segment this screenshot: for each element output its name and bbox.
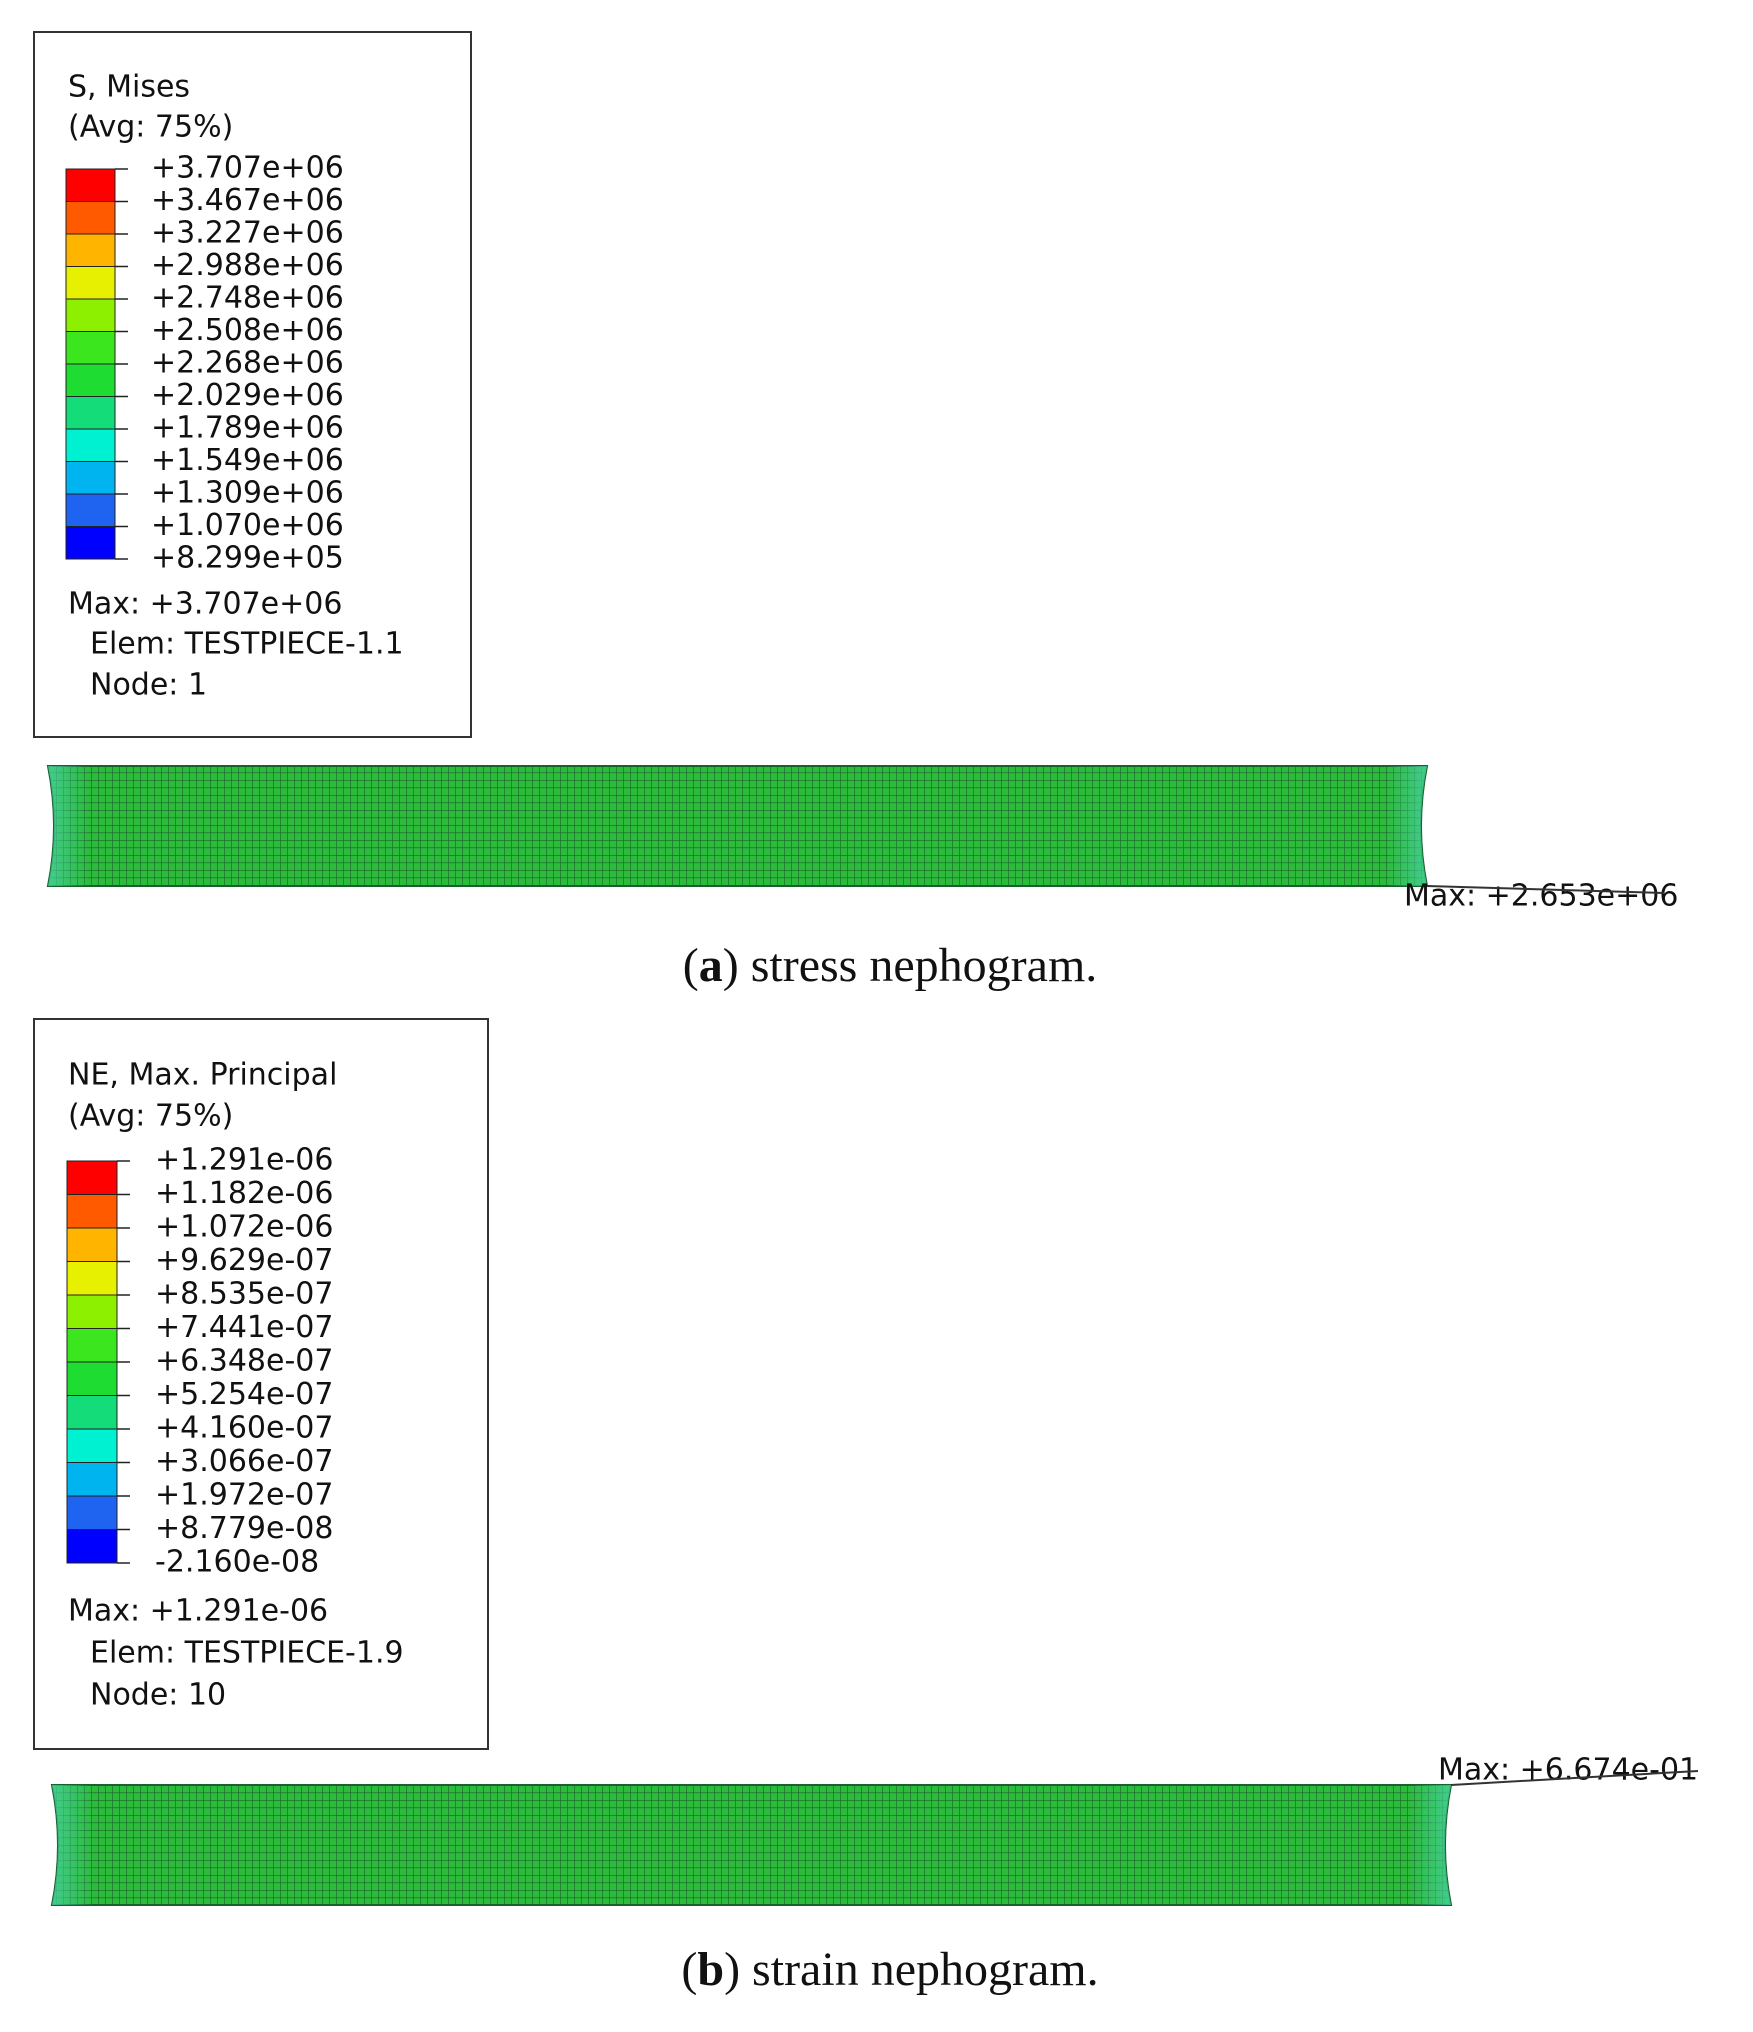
legend-label: -2.160e-08 — [155, 1545, 319, 1580]
legend-swatch — [66, 1395, 118, 1430]
caption-part: ) strain nephogram. — [724, 1943, 1099, 1996]
legend-label: +8.535e-07 — [155, 1277, 333, 1312]
legend-title: NE, Max. Principal — [68, 1058, 337, 1093]
max-value: Max: +3.707e+06 — [68, 587, 342, 622]
legend-label: +2.029e+06 — [151, 378, 344, 413]
legend-label: +3.227e+06 — [151, 216, 344, 251]
legend-label: +1.309e+06 — [151, 476, 344, 511]
legend-label: +1.972e-07 — [155, 1478, 333, 1513]
legend-label: +2.508e+06 — [151, 313, 344, 348]
legend-swatch — [66, 1160, 118, 1195]
legend-swatch — [66, 1294, 118, 1329]
legend-label: +1.291e-06 — [155, 1143, 333, 1178]
caption: (a) stress nephogram. — [683, 939, 1098, 992]
caption-part: ) stress nephogram. — [723, 939, 1098, 992]
caption-part: a — [699, 939, 723, 992]
legend-swatch — [65, 233, 116, 267]
legend-swatch — [65, 201, 116, 235]
legend-label: +3.066e-07 — [155, 1444, 333, 1479]
legend-swatch — [66, 1328, 118, 1363]
legend-swatch — [65, 396, 116, 430]
legend-label: +1.072e-06 — [155, 1210, 333, 1245]
legend-swatch — [66, 1495, 118, 1530]
legend-swatch — [65, 298, 116, 332]
max-node: Node: 10 — [90, 1678, 226, 1713]
legend-label: +3.467e+06 — [151, 183, 344, 218]
legend-label: +2.748e+06 — [151, 281, 344, 316]
caption-part: b — [697, 1943, 724, 1996]
legend-swatch — [66, 1194, 118, 1229]
legend-swatch — [66, 1428, 118, 1463]
legend-label: +1.789e+06 — [151, 411, 344, 446]
caption: (b) strain nephogram. — [681, 1943, 1098, 1996]
caption-part: ( — [683, 939, 699, 992]
legend-swatch — [65, 363, 116, 397]
legend-subtitle: (Avg: 75%) — [68, 1099, 233, 1134]
legend-swatch — [65, 168, 116, 202]
beam-ends — [52, 1785, 1451, 1905]
legend-label: +8.779e-08 — [155, 1511, 333, 1546]
legend-label: +4.160e-07 — [155, 1411, 333, 1446]
legend-swatch — [66, 1462, 118, 1497]
max-annotation: Max: +2.653e+06 — [1404, 879, 1678, 914]
legend-label: +7.441e-07 — [155, 1310, 333, 1345]
panel: NE, Max. Principal(Avg: 75%)+1.291e-06+1… — [33, 1018, 1699, 1996]
legend-swatch — [65, 461, 116, 495]
legend-swatch — [65, 428, 116, 462]
legend-label: +8.299e+05 — [151, 541, 344, 576]
legend-label: +3.707e+06 — [151, 151, 344, 186]
max-annotation: Max: +6.674e-01 — [1438, 1753, 1698, 1788]
legend-label: +2.988e+06 — [151, 248, 344, 283]
annotation-leader — [1426, 885, 1665, 894]
legend-label: +5.254e-07 — [155, 1377, 333, 1412]
legend-swatch — [66, 1529, 118, 1564]
legend-label: +1.549e+06 — [151, 443, 344, 478]
legend-swatch — [65, 266, 116, 300]
caption-part: ( — [681, 1943, 697, 1996]
legend-label: +9.629e-07 — [155, 1243, 333, 1278]
max-element: Elem: TESTPIECE-1.1 — [90, 627, 404, 662]
legend-title: S, Mises — [68, 70, 190, 105]
legend-label: +1.182e-06 — [155, 1176, 333, 1211]
legend-label: +6.348e-07 — [155, 1344, 333, 1379]
max-value: Max: +1.291e-06 — [68, 1594, 328, 1629]
legend-swatch — [66, 1361, 118, 1396]
legend-label: +2.268e+06 — [151, 346, 344, 381]
legend-swatch — [65, 493, 116, 527]
annotation-leader — [1450, 1770, 1699, 1786]
legend-swatch — [65, 526, 116, 560]
legend-label: +1.070e+06 — [151, 508, 344, 543]
legend-subtitle: (Avg: 75%) — [68, 110, 233, 145]
legend-swatch — [65, 331, 116, 365]
legend-swatch — [66, 1261, 118, 1296]
panel: S, Mises (Avg: 75%) +3.707e+06+3.467e+06+3… — [33, 31, 1678, 992]
legend-swatch — [66, 1227, 118, 1262]
max-node: Node: 1 — [90, 668, 207, 703]
beam-ends — [48, 766, 1427, 886]
max-element: Elem: TESTPIECE-1.9 — [90, 1636, 404, 1671]
